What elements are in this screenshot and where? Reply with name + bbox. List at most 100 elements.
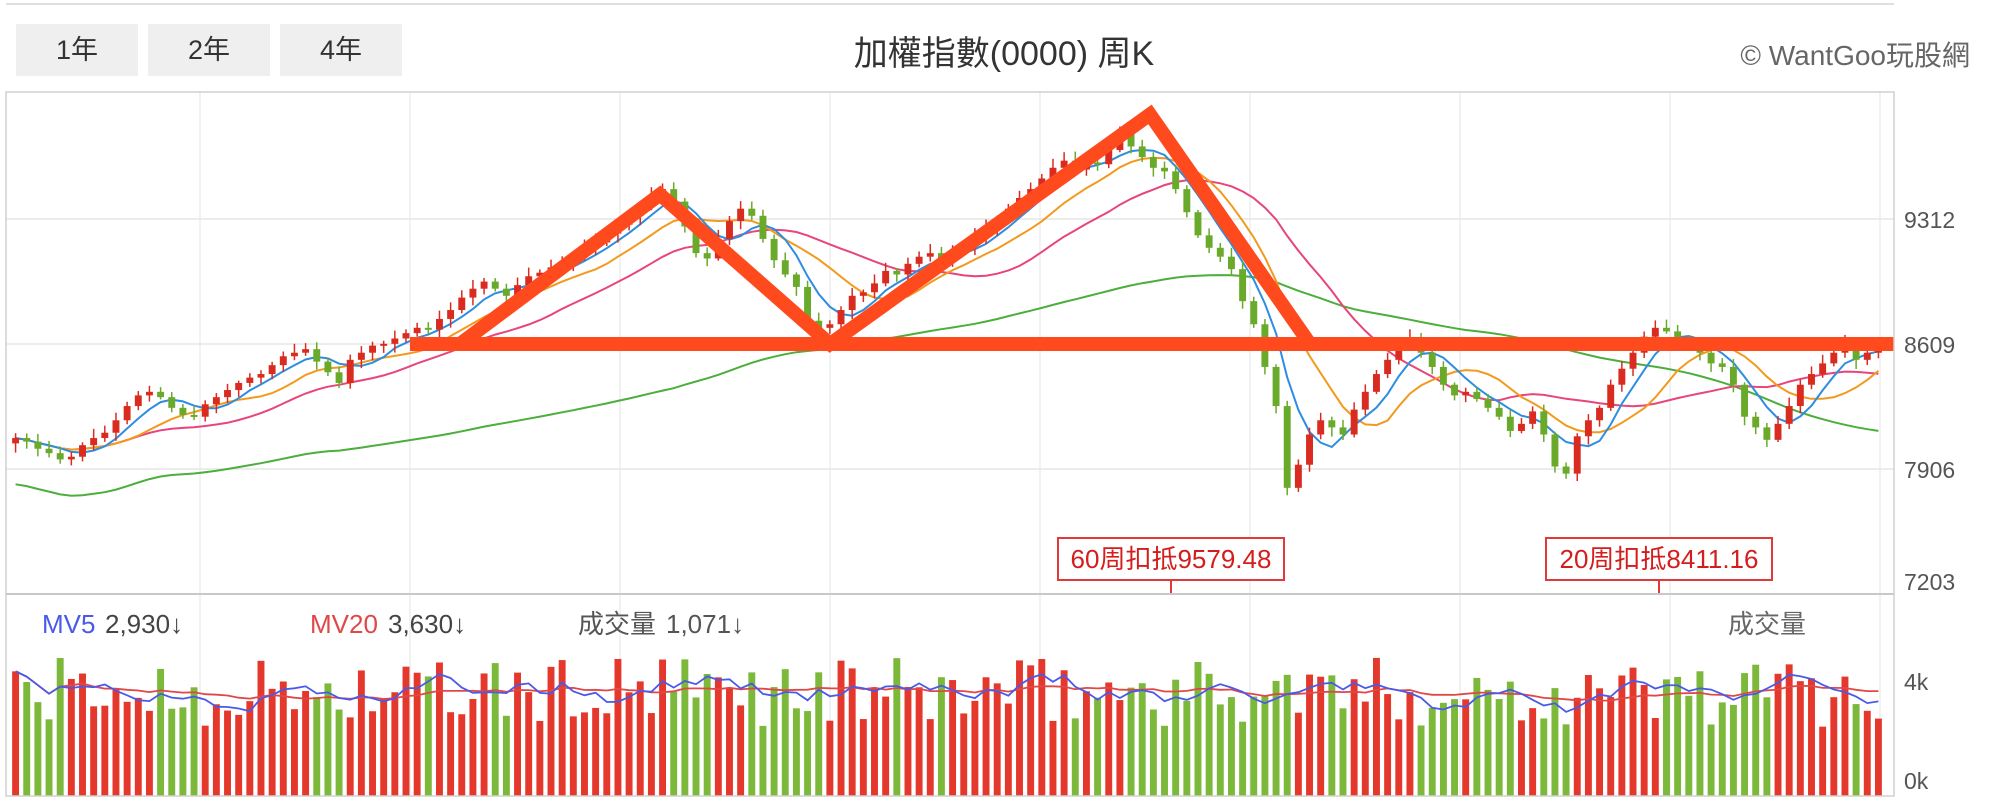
range-button-1y[interactable]: 1年 xyxy=(16,24,138,76)
volume-moving-averages xyxy=(15,670,1879,713)
volume-bar xyxy=(1060,670,1068,796)
candle-body xyxy=(1774,423,1782,440)
candle-body xyxy=(1540,411,1548,435)
candle-body xyxy=(1741,384,1749,417)
candle-body xyxy=(123,406,131,421)
annotation-text: 20周扣抵8411.16 xyxy=(1560,544,1759,574)
price-tick-label: 7906 xyxy=(1904,457,1955,483)
candle-body xyxy=(101,432,109,439)
candle-body xyxy=(67,456,75,460)
candle-body xyxy=(1451,384,1458,396)
volume-bar xyxy=(101,705,109,796)
volume-bar xyxy=(67,678,75,796)
volume-bar xyxy=(1428,707,1436,796)
candle-body xyxy=(1138,146,1146,158)
volume-bar xyxy=(614,658,622,796)
volume-bar xyxy=(1350,679,1358,796)
candle-body xyxy=(12,438,20,444)
candle-body xyxy=(1819,363,1827,375)
volume-bar xyxy=(1841,676,1849,796)
volume-bar xyxy=(168,708,176,796)
volume-bar xyxy=(1149,709,1157,796)
candle-body xyxy=(1863,352,1871,360)
mv20-label: MV20 xyxy=(310,609,378,639)
price-tick-label: 8609 xyxy=(1904,332,1955,358)
candle-body xyxy=(1183,189,1191,213)
volume-bar xyxy=(469,698,477,796)
candle-body xyxy=(357,352,365,360)
candle-body xyxy=(770,238,778,261)
plot-border xyxy=(5,91,1895,797)
candle-body xyxy=(1439,366,1447,385)
volume-bar xyxy=(1696,671,1704,796)
candle-body xyxy=(235,382,243,391)
price-tick-label: 7203 xyxy=(1904,569,1955,595)
candle-body xyxy=(313,349,321,362)
candle-body xyxy=(1651,327,1659,337)
candle-body xyxy=(1618,368,1626,385)
volume-bar xyxy=(302,690,310,796)
volume-axis: 4k 0k xyxy=(1904,669,1929,794)
volume-bar xyxy=(748,672,756,796)
moving-averages xyxy=(15,148,1880,497)
volume-bar xyxy=(1629,667,1637,796)
candle-body xyxy=(1227,256,1235,270)
volume-bar xyxy=(179,707,187,796)
candle-body xyxy=(1306,434,1313,465)
candle-body xyxy=(369,345,376,353)
candle-body xyxy=(1796,384,1804,407)
volume-bar xyxy=(1283,674,1291,796)
volume-bar xyxy=(893,658,901,796)
volume-bar xyxy=(1573,697,1581,796)
candle-body xyxy=(726,221,733,239)
volume-bar xyxy=(402,666,410,796)
range-button-4y[interactable]: 4年 xyxy=(280,24,402,76)
volume-bar xyxy=(1317,676,1325,796)
annotation-20w: 20周扣抵8411.16 xyxy=(1545,537,1773,594)
volume-bar xyxy=(937,677,945,796)
candle-body xyxy=(1607,384,1615,408)
candle-body xyxy=(145,391,153,396)
candle-body xyxy=(826,324,834,328)
candle-body xyxy=(1250,301,1258,325)
chart-frame xyxy=(5,3,1895,797)
volume-bar xyxy=(1473,677,1481,796)
volume-bar xyxy=(603,713,611,796)
volume-bar xyxy=(1094,697,1102,796)
volume-bar xyxy=(1227,697,1235,796)
volume-bar xyxy=(145,710,153,796)
candle-body xyxy=(45,448,53,454)
volume-legend: MV5 2,930↓ MV20 3,630↓ 成交量 1,071↓ 成交量 xyxy=(42,609,1806,639)
candle-body xyxy=(56,453,64,460)
volume-bar xyxy=(759,725,767,796)
candle-body xyxy=(1674,331,1682,339)
volume-bar xyxy=(447,712,455,796)
range-button-2y[interactable]: 2年 xyxy=(148,24,270,76)
candle-body xyxy=(882,270,890,284)
mv5-label: MV5 xyxy=(42,609,95,639)
volume-value: 1,071↓ xyxy=(666,609,744,639)
volume-bar xyxy=(1027,665,1035,796)
candle-body xyxy=(926,253,934,257)
candle-body xyxy=(79,445,86,457)
candle-body xyxy=(290,352,298,357)
candle-body xyxy=(257,374,265,378)
volume-bar xyxy=(1752,664,1760,796)
annotation-60w: 60周扣抵9579.48 xyxy=(1057,537,1285,594)
candle-body xyxy=(837,310,845,325)
volume-bar xyxy=(224,710,231,796)
candle-body xyxy=(514,285,521,296)
volume-bar xyxy=(737,705,745,796)
volume-bar xyxy=(246,701,254,796)
candle-body xyxy=(212,397,220,405)
volume-bar xyxy=(1239,721,1247,796)
volume-bar xyxy=(1785,664,1793,796)
candle-body xyxy=(1663,327,1670,332)
candle-body xyxy=(268,365,276,375)
candle-body xyxy=(893,270,901,275)
volume-bar xyxy=(391,692,399,796)
candle-body xyxy=(168,397,176,408)
volume-bar xyxy=(268,688,276,796)
candle-body xyxy=(134,395,142,407)
